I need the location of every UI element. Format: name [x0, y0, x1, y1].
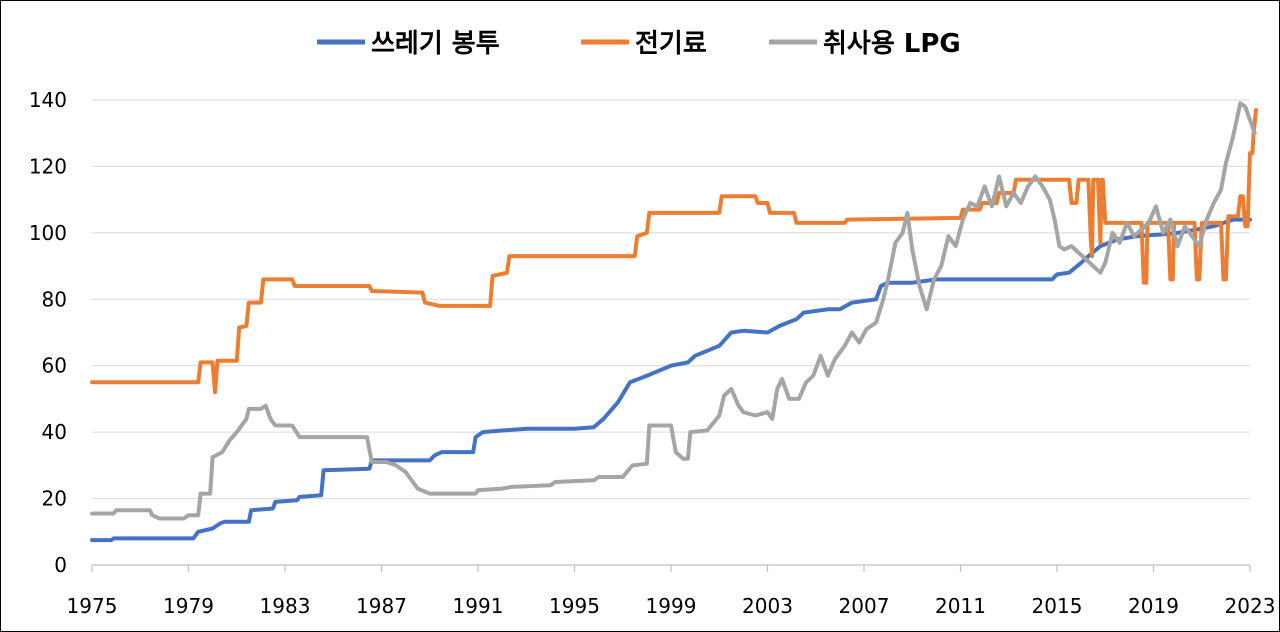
x-tick-label: 2019: [1128, 594, 1179, 618]
x-tick-label: 2015: [1032, 594, 1083, 618]
series-line-2: [90, 108, 1258, 395]
x-tick-label: 1999: [646, 594, 697, 618]
legend-label-3: 취사용 LPG: [823, 29, 961, 59]
x-tick-label: 2003: [742, 594, 793, 618]
legend-label-1: 쓰레기 봉투: [371, 29, 500, 59]
y-tick-label: 20: [42, 487, 67, 511]
x-tick-label: 1975: [67, 594, 118, 618]
x-tick-label: 1995: [549, 594, 600, 618]
y-tick-label: 80: [42, 287, 67, 311]
grid-lines: [91, 99, 1251, 572]
legend-label-2: 전기료: [635, 29, 707, 59]
series-line-1: [90, 217, 1252, 543]
x-tick-label: 1991: [453, 594, 504, 618]
x-tick-label: 2011: [935, 594, 986, 618]
y-tick-label: 120: [29, 154, 67, 178]
y-axis-tick-labels: 0 20 40 60 80 100 120 140: [29, 88, 67, 577]
x-tick-label: 1987: [356, 594, 407, 618]
x-tick-label: 1979: [163, 594, 214, 618]
legend: 쓰레기 봉투 전기료 취사용 LPG: [317, 29, 961, 59]
x-tick-label: 1983: [260, 594, 311, 618]
y-tick-label: 60: [42, 354, 67, 378]
series-line-3: [90, 101, 1257, 521]
y-tick-label: 40: [42, 420, 67, 444]
y-tick-label: 100: [29, 221, 67, 245]
series-lines: [90, 101, 1258, 543]
x-axis-tick-labels: 1975 1979 1983 1987 1991 1995 1999 2003 2007 2011…: [67, 594, 1276, 618]
x-tick-label: 2023: [1225, 594, 1276, 618]
x-tick-label: 2007: [839, 594, 890, 618]
y-tick-label: 0: [54, 553, 67, 577]
y-tick-label: 140: [29, 88, 67, 112]
